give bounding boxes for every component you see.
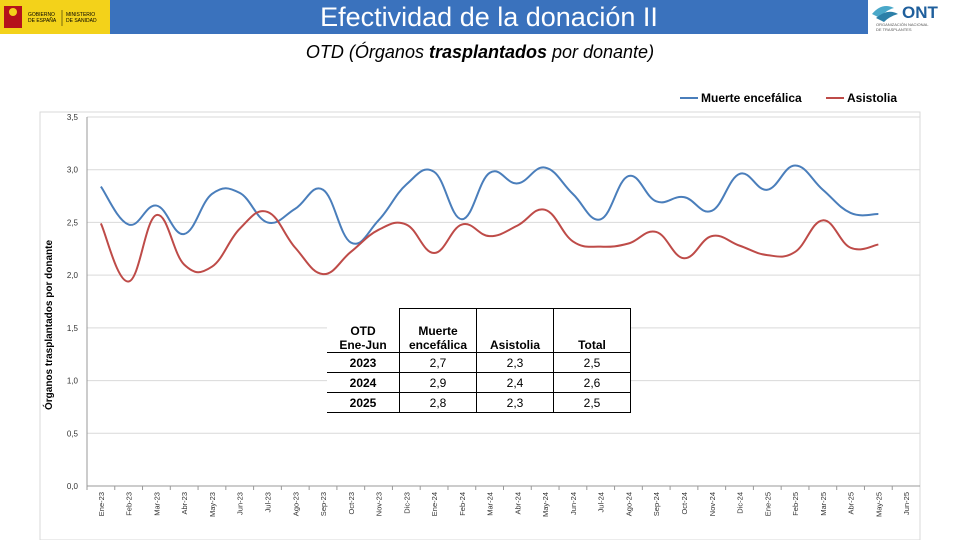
header-muerte-line1: Muerte xyxy=(418,324,458,338)
chart-frame xyxy=(39,111,921,540)
series-line-asistolia xyxy=(99,208,879,283)
x-tick-label: Ago-24 xyxy=(624,492,633,516)
x-tick-label: Jul-23 xyxy=(263,492,272,512)
page-title: Efectividad de la donación II xyxy=(110,0,868,34)
header-muerte-line2: encefálica xyxy=(408,338,468,352)
row-total: 2,5 xyxy=(553,392,631,413)
header-otd: OTD Ene-Jun xyxy=(327,308,400,353)
x-tick-label: Mar-23 xyxy=(152,492,161,516)
x-tick-label: Oct-23 xyxy=(347,492,356,515)
gov-logo-line4: DE SANIDAD xyxy=(66,18,97,24)
x-tick-label: May-25 xyxy=(874,492,883,517)
y-tick-label: 3,0 xyxy=(67,166,79,175)
gov-logo-line1: GOBIERNO xyxy=(28,12,55,18)
y-tick-label: 1,0 xyxy=(67,377,79,386)
x-tick-label: Dic-23 xyxy=(402,492,411,514)
table-row: 2024 2,9 2,4 2,6 xyxy=(327,372,631,393)
legend-label-muerte: Muerte encefálica xyxy=(701,91,802,105)
gobierno-logo: GOBIERNO DE ESPAÑA MINISTERIO DE SANIDAD xyxy=(0,0,110,34)
x-tick-label: Abr-24 xyxy=(513,492,522,515)
x-tick-label: Abr-23 xyxy=(180,492,189,515)
ont-logo-graphic: ONT ORGANIZACIÓN NACIONAL DE TRASPLANTES xyxy=(872,3,939,32)
x-tick-label: Feb-23 xyxy=(125,492,134,516)
x-tick-label: Mar-24 xyxy=(486,492,495,516)
x-tick-label: Ene-25 xyxy=(763,492,772,516)
y-tick-label: 0,5 xyxy=(67,429,79,438)
x-tick-label: Sep-24 xyxy=(652,492,661,516)
x-tick-label: Jun-23 xyxy=(236,492,245,515)
row-asistolia: 2,4 xyxy=(476,372,554,393)
series-line-muerte-encefalica xyxy=(100,164,879,245)
x-tick-label: Nov-24 xyxy=(708,492,717,516)
x-tick-label: Feb-25 xyxy=(791,492,800,516)
x-tick-label: Mar-25 xyxy=(819,492,828,516)
row-total: 2,6 xyxy=(553,372,631,393)
ont-logo: ONT ORGANIZACIÓN NACIONAL DE TRASPLANTES xyxy=(868,0,960,34)
y-tick-label: 0,0 xyxy=(67,482,79,491)
gov-logo-line2: DE ESPAÑA xyxy=(28,17,57,24)
table-row: 2025 2,8 2,3 2,5 xyxy=(327,392,631,413)
subtitle-bold: trasplantados xyxy=(428,42,547,62)
x-tick-label: May-23 xyxy=(208,492,217,517)
y-tick-label: 1,5 xyxy=(67,324,79,333)
y-axis-ticks: 0,0 0,5 1,0 1,5 2,0 2,5 3,0 3,5 xyxy=(67,113,79,491)
x-tick-label: Oct-24 xyxy=(680,492,689,515)
header-asistolia: Asistolia xyxy=(476,308,554,353)
header-muerte: Muerte encefálica xyxy=(399,308,477,353)
x-tick-label: Ago-23 xyxy=(291,492,300,516)
header-total: Total xyxy=(553,308,631,353)
ont-logo-sub1: ORGANIZACIÓN NACIONAL xyxy=(876,22,929,27)
header: GOBIERNO DE ESPAÑA MINISTERIO DE SANIDAD… xyxy=(0,0,960,34)
row-muerte: 2,7 xyxy=(399,352,477,373)
y-axis-label: Órganos trasplantados por donante xyxy=(42,240,55,410)
summary-table: OTD Ene-Jun Muerte encefálica Asistolia To… xyxy=(327,308,631,413)
x-tick-label: Abr-25 xyxy=(847,492,856,515)
y-tick-label: 2,5 xyxy=(67,218,79,227)
wing-icon-2 xyxy=(876,11,898,22)
row-year: 2024 xyxy=(327,372,400,393)
row-muerte: 2,8 xyxy=(399,392,477,413)
row-asistolia: 2,3 xyxy=(476,352,554,373)
x-axis-ticks: Ene-23 Feb-23 Mar-23 Abr-23 May-23 Jun-23 Jul-… xyxy=(86,486,911,517)
x-tick-label: Jun-24 xyxy=(569,492,578,515)
x-tick-label: Sep-23 xyxy=(319,492,328,516)
row-year: 2023 xyxy=(327,352,400,373)
x-tick-label: Feb-24 xyxy=(458,492,467,516)
header-otd-line1: OTD xyxy=(350,324,376,338)
x-tick-label: Ene-23 xyxy=(97,492,106,516)
table-row: 2023 2,7 2,3 2,5 xyxy=(327,352,631,373)
coat-of-arms-icon xyxy=(4,6,22,28)
subtitle-part2: por donante) xyxy=(546,42,655,62)
series-lines xyxy=(99,164,879,283)
x-tick-label: Dic-24 xyxy=(736,492,745,514)
row-asistolia: 2,3 xyxy=(476,392,554,413)
x-tick-label: Jun-25 xyxy=(902,492,911,515)
row-year: 2025 xyxy=(327,392,400,413)
gobierno-logo-graphic: GOBIERNO DE ESPAÑA MINISTERIO DE SANIDAD xyxy=(4,6,97,28)
x-tick-label: Nov-23 xyxy=(375,492,384,516)
ont-logo-text: ONT xyxy=(902,3,939,22)
y-tick-label: 2,0 xyxy=(67,271,79,280)
crown-icon xyxy=(9,8,17,16)
wing-icon xyxy=(872,6,894,18)
row-total: 2,5 xyxy=(553,352,631,373)
y-tick-label: 3,5 xyxy=(67,113,79,122)
subtitle-part1: OTD (Órganos xyxy=(305,42,429,62)
table-header-row: OTD Ene-Jun Muerte encefálica Asistolia To… xyxy=(327,308,631,353)
x-tick-label: May-24 xyxy=(541,492,550,517)
row-muerte: 2,9 xyxy=(399,372,477,393)
x-tick-label: Ene-24 xyxy=(430,492,439,516)
chart-subtitle: OTD (Órganos trasplantados por donante) xyxy=(0,42,960,63)
legend-label-asistolia: Asistolia xyxy=(847,91,897,105)
x-tick-label: Jul-24 xyxy=(597,492,606,512)
ont-logo-sub2: DE TRASPLANTES xyxy=(876,27,912,32)
header-otd-line2: Ene-Jun xyxy=(339,338,387,352)
legend: Muerte encefálica Asistolia xyxy=(680,91,897,105)
gov-logo-line3: MINISTERIO xyxy=(66,12,95,18)
